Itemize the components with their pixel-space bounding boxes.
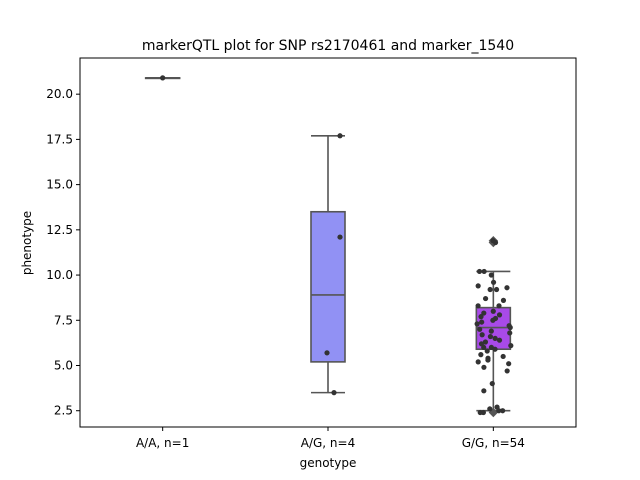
data-point	[500, 408, 506, 414]
data-point	[160, 75, 166, 81]
data-point	[482, 295, 489, 302]
data-point	[475, 283, 481, 289]
data-point	[480, 409, 486, 416]
data-point	[504, 285, 510, 291]
y-tick-label: 12.5	[46, 223, 73, 237]
data-point	[481, 364, 487, 370]
y-axis-label: phenotype	[20, 211, 34, 275]
data-point	[475, 303, 481, 309]
data-point	[481, 310, 487, 316]
data-point	[481, 388, 487, 394]
data-point	[490, 279, 497, 285]
data-point	[474, 321, 480, 327]
data-point	[485, 357, 491, 363]
data-point	[492, 239, 499, 246]
data-point	[481, 268, 487, 275]
data-point	[324, 350, 330, 356]
data-point	[475, 359, 481, 365]
data-point	[496, 408, 502, 414]
y-tick-label: 10.0	[46, 268, 73, 282]
y-axis-ticks: 2.5 5.0 7.5 10.0 12.5 15.0 17.5 20.0	[46, 87, 80, 418]
data-point	[478, 314, 484, 320]
data-point	[482, 339, 489, 345]
data-point	[493, 286, 500, 293]
data-point	[487, 286, 493, 293]
data-point	[492, 335, 498, 341]
y-tick-label: 17.5	[46, 132, 73, 146]
data-point	[479, 332, 485, 338]
data-point	[488, 272, 494, 278]
box-iqr	[310, 210, 346, 363]
data-point	[504, 368, 510, 374]
x-tick-label: G/G, n=54	[462, 436, 525, 450]
plot-area	[144, 75, 514, 418]
data-point	[492, 346, 498, 352]
chart-title: markerQTL plot for SNP rs2170461 and mar…	[142, 38, 514, 54]
data-point	[479, 319, 485, 325]
y-tick-label: 20.0	[46, 87, 73, 101]
y-tick-label: 7.5	[54, 313, 73, 327]
x-axis-label: genotype	[300, 456, 357, 470]
x-axis-ticks: A/A, n=1 A/G, n=4 G/G, n=54	[136, 427, 525, 450]
data-point	[496, 303, 502, 309]
data-point	[489, 380, 495, 387]
data-point	[481, 344, 487, 351]
y-tick-label: 5.0	[54, 359, 73, 373]
data-point	[507, 330, 513, 336]
data-point	[331, 390, 337, 396]
data-point	[484, 348, 490, 354]
y-tick-label: 2.5	[54, 404, 73, 418]
y-tick-label: 15.0	[46, 178, 73, 192]
data-point	[477, 326, 483, 332]
data-point	[488, 328, 494, 334]
data-point	[490, 308, 496, 314]
data-point	[506, 361, 512, 367]
data-point	[476, 268, 483, 275]
x-tick-label: A/G, n=4	[301, 436, 355, 450]
data-point	[478, 352, 484, 358]
data-point	[487, 406, 493, 412]
data-point	[500, 353, 506, 360]
x-tick-label: A/A, n=1	[136, 436, 189, 450]
data-point	[508, 343, 514, 349]
data-point	[487, 333, 494, 340]
data-point	[500, 297, 507, 303]
data-point	[507, 324, 513, 331]
data-point	[490, 317, 496, 323]
data-point	[496, 312, 503, 318]
data-point	[337, 133, 343, 139]
data-point	[496, 337, 503, 343]
data-point	[337, 234, 343, 240]
